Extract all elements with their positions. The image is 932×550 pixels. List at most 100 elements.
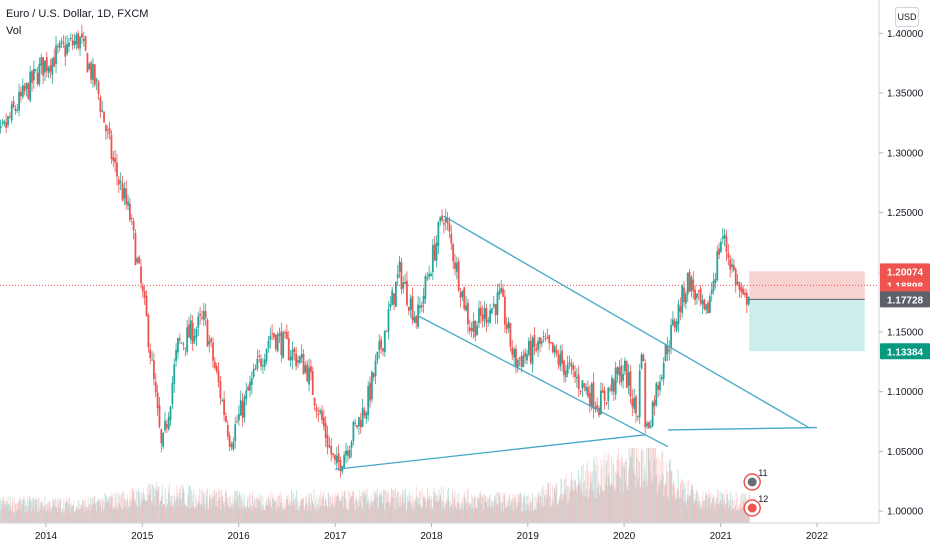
volume-bar — [675, 501, 676, 523]
volume-bar — [335, 502, 337, 523]
candle — [160, 428, 163, 453]
candle — [431, 238, 434, 281]
candle — [725, 229, 728, 262]
candle — [463, 286, 466, 311]
volume-bar — [394, 507, 396, 523]
candle — [406, 271, 408, 307]
volume-bar — [203, 494, 205, 523]
volume-bar — [499, 497, 501, 523]
lower-channel-trendline — [416, 314, 669, 448]
volume-bar — [688, 495, 690, 523]
volume-bar — [734, 509, 736, 523]
event-12-marker[interactable]: 12 — [743, 494, 768, 517]
volume-bar — [327, 492, 329, 523]
volume-bar — [414, 506, 416, 523]
volume-bar — [706, 494, 708, 523]
volume-bar — [610, 485, 612, 523]
volume-bar — [444, 503, 446, 523]
volume-bar — [533, 510, 534, 523]
volume-bar — [470, 503, 472, 523]
volume-bar — [271, 493, 273, 523]
volume-bar — [387, 502, 389, 523]
volume-bar — [272, 498, 274, 523]
volume-bar — [49, 502, 51, 523]
candle — [443, 219, 445, 234]
candle — [672, 311, 674, 327]
volume-bar — [717, 504, 719, 523]
candle — [29, 65, 32, 103]
volume-bar — [106, 495, 108, 523]
volume-bar — [262, 495, 264, 523]
candle — [391, 286, 394, 306]
volume-bar — [710, 502, 712, 523]
volume-bar — [594, 464, 596, 523]
volume-bar — [43, 510, 45, 523]
volume-bar — [473, 496, 475, 523]
candle — [681, 284, 684, 318]
volume-bar — [416, 496, 418, 523]
volume-bar — [696, 490, 698, 523]
volume-bar — [196, 506, 198, 523]
candle — [367, 381, 370, 422]
volume-bar — [513, 498, 514, 523]
volume-bar — [519, 493, 521, 523]
candle — [638, 363, 641, 424]
volume-bar — [301, 499, 303, 523]
volume-bar — [324, 498, 326, 523]
volume-bar — [674, 493, 676, 523]
volume-bar — [702, 491, 704, 523]
event-11-marker[interactable]: 11 — [743, 468, 768, 491]
candle — [228, 431, 231, 451]
volume-bar — [683, 501, 685, 523]
candle — [535, 343, 538, 353]
candle — [529, 333, 532, 365]
currency-button[interactable]: USD — [895, 7, 919, 27]
volume-bar — [503, 511, 504, 523]
volume-bar — [146, 486, 148, 523]
volume-bar — [446, 503, 448, 523]
candle — [302, 349, 305, 375]
volume-bar — [675, 497, 677, 523]
candle — [269, 327, 272, 349]
volume-bar — [636, 457, 638, 523]
volume-bar — [240, 494, 242, 523]
volume-bar — [337, 496, 339, 523]
volume-bar — [82, 501, 84, 523]
volume-bar — [682, 490, 684, 523]
volume-bar — [271, 507, 273, 523]
candle — [476, 321, 479, 336]
volume-bar — [646, 448, 647, 523]
candle — [110, 130, 113, 164]
volume-bar — [399, 496, 401, 523]
volume-indicator-label[interactable]: Vol — [6, 25, 22, 37]
volume-bar — [492, 510, 494, 523]
volume-bar — [284, 510, 285, 523]
volume-bar — [10, 505, 12, 523]
candle — [415, 315, 418, 329]
volume-bar — [392, 497, 394, 523]
volume-bar — [485, 502, 487, 523]
volume-bar — [50, 507, 52, 523]
volume-bar — [1, 504, 3, 523]
volume-bar — [176, 498, 178, 523]
candle — [136, 256, 139, 265]
volume-bar — [81, 508, 83, 523]
volume-bar — [690, 483, 692, 523]
volume-bar — [459, 509, 461, 523]
volume-bar — [384, 489, 386, 523]
volume-bar — [733, 500, 735, 523]
volume-bar — [560, 493, 561, 523]
volume-bar — [32, 498, 34, 523]
volume-bar — [550, 496, 552, 523]
candle — [182, 341, 185, 351]
volume-bar — [433, 487, 435, 523]
symbol-title[interactable]: Euro / U.S. Dollar, 1D, FXCM — [6, 8, 149, 20]
volume-bar — [505, 503, 507, 523]
volume-bar — [321, 497, 323, 523]
volume-bar — [732, 508, 734, 523]
volume-bar — [15, 504, 17, 523]
volume-bar — [22, 499, 24, 523]
x-tick-label: 2022 — [806, 531, 829, 542]
volume-bar — [90, 497, 92, 523]
